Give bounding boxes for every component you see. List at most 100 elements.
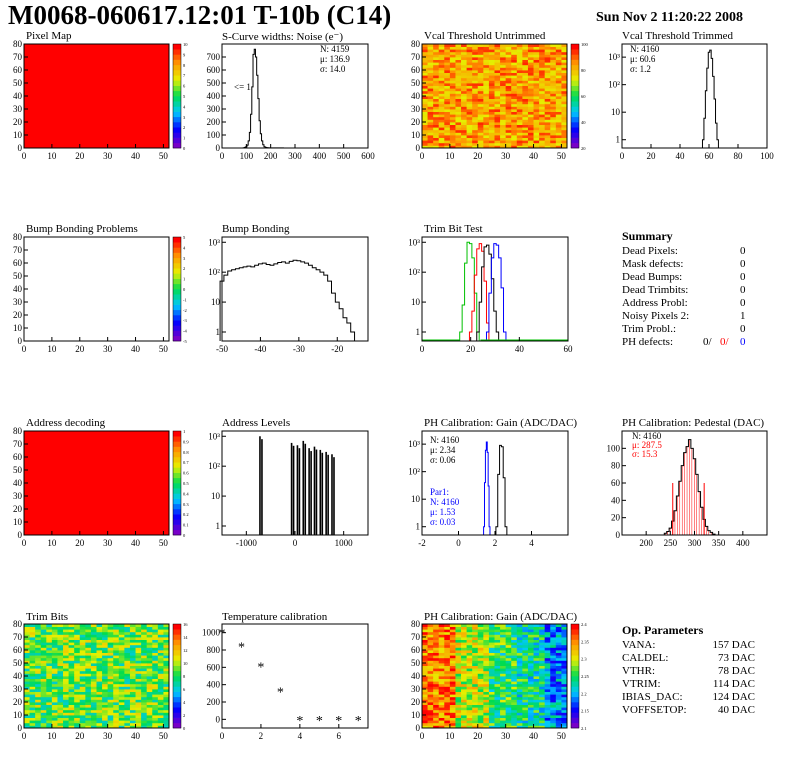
heatmap-cell: [461, 119, 468, 123]
heatmap-cell: [455, 637, 462, 640]
heatmap-cell: [516, 626, 523, 630]
heatmap-cell: [79, 704, 86, 708]
heatmap-cell: [433, 127, 440, 131]
heatmap-cell: [511, 639, 518, 643]
heatmap-cell: [96, 712, 103, 716]
heatmap-cell: [427, 119, 434, 123]
heatmap-cell: [79, 660, 86, 664]
heatmap-cell: [79, 650, 86, 653]
heatmap-cell: [40, 681, 47, 685]
heatmap-cell: [102, 631, 109, 635]
heatmap-cell: [461, 49, 468, 53]
heatmap-cell: [422, 77, 428, 81]
heatmap-cell: [24, 631, 30, 635]
heatmap-cell: [494, 655, 501, 659]
heatmap-cell: [516, 83, 523, 86]
heatmap-cell: [85, 655, 92, 659]
heatmap-cell: [494, 72, 501, 76]
heatmap-cell: [124, 686, 131, 690]
heatmap-cell: [500, 660, 507, 664]
heatmap-cell: [461, 142, 468, 146]
colorbar-label: 2.15: [581, 709, 590, 714]
heatmap-cell: [516, 631, 523, 635]
heatmap-cell: [561, 699, 568, 703]
heatmap-cell: [561, 142, 568, 146]
colorbar-label: 14: [183, 635, 188, 640]
heatmap-cell: [455, 629, 462, 633]
heatmap-cell: [550, 624, 557, 627]
heatmap-cell: [472, 722, 479, 726]
heatmap-cell: [427, 127, 434, 131]
heatmap-cell: [550, 44, 557, 47]
colorbar-segment: [571, 686, 579, 692]
heatmap-cell: [90, 725, 97, 729]
heatmap-cell: [505, 707, 512, 711]
heatmap-cell: [46, 626, 53, 630]
heatmap-cell: [550, 98, 557, 102]
heatmap-cell: [472, 90, 479, 94]
heatmap-cell: [449, 657, 456, 661]
heatmap-cell: [527, 51, 534, 55]
heatmap-cell: [51, 626, 58, 630]
x-tick-label: -30: [293, 344, 305, 353]
heatmap-cell: [477, 725, 484, 729]
y-tick-label: 10: [211, 491, 221, 501]
x-tick-label: 250: [664, 538, 678, 547]
heatmap-cell: [40, 631, 47, 635]
heatmap-cell: [505, 122, 512, 125]
heatmap-cell: [455, 140, 462, 144]
heatmap-cell: [68, 683, 75, 687]
heatmap-cell: [466, 59, 473, 63]
heatmap-cell: [522, 657, 529, 661]
heatmap-cell: [438, 135, 445, 138]
heatmap-cell: [527, 631, 534, 635]
heatmap-cell: [527, 696, 534, 700]
heatmap-cell: [539, 626, 546, 630]
heatmap-cell: [422, 145, 428, 149]
heatmap-cell: [422, 647, 428, 651]
heatmap-cell: [550, 129, 557, 133]
heatmap-cell: [24, 644, 30, 648]
heatmap-cell: [505, 114, 512, 118]
heatmap-cell: [511, 83, 518, 86]
heatmap-cell: [500, 64, 507, 68]
heatmap-cell: [29, 717, 36, 721]
heatmap-cell: [511, 62, 518, 66]
heatmap-cell: [483, 111, 490, 115]
y-tick-label: 10: [13, 710, 23, 720]
heatmap-cell: [461, 44, 468, 47]
heatmap-cell: [527, 629, 534, 633]
heatmap-cell: [152, 665, 159, 669]
colorbar-segment: [173, 289, 181, 295]
heatmap-cell: [516, 44, 523, 47]
heatmap-cell: [51, 683, 58, 687]
heatmap-cell: [516, 85, 523, 89]
heatmap-cell: [477, 704, 484, 708]
heatmap-cell: [527, 62, 534, 66]
heatmap-cell: [90, 665, 97, 669]
heatmap-cell: [555, 137, 562, 141]
heatmap-cell: [466, 707, 473, 711]
heatmap-cell: [511, 660, 518, 664]
heatmap-cell: [433, 96, 440, 99]
heatmap-cell: [422, 75, 428, 79]
heatmap-cell: [461, 678, 468, 682]
heatmap-cell: [477, 655, 484, 659]
heatmap-cell: [163, 663, 170, 666]
heatmap-cell: [444, 694, 451, 698]
heatmap-cell: [107, 699, 114, 703]
heatmap-cell: [124, 709, 131, 713]
colorbar-segment: [173, 712, 181, 718]
heatmap-cell: [433, 119, 440, 123]
heatmap-cell: [550, 75, 557, 79]
heatmap-cell: [444, 715, 451, 718]
heatmap-cell: [539, 657, 546, 661]
heatmap-cell: [516, 720, 523, 724]
heatmap-cell: [527, 634, 534, 638]
heatmap-cell: [555, 725, 562, 729]
heatmap-cell: [516, 109, 523, 112]
heatmap-cell: [488, 96, 495, 99]
colorbar-segment: [173, 335, 181, 342]
heatmap-cell: [422, 111, 428, 115]
heatmap-cell: [444, 657, 451, 661]
